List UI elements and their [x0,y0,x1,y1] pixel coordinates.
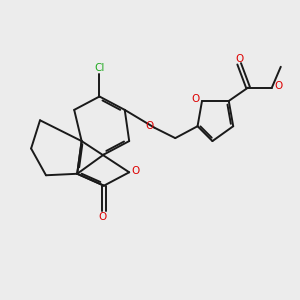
Text: Cl: Cl [94,63,105,73]
Text: O: O [98,212,106,222]
Text: O: O [132,166,140,176]
Text: O: O [146,121,154,131]
Text: O: O [191,94,200,104]
Text: O: O [274,81,283,91]
Text: O: O [235,54,243,64]
